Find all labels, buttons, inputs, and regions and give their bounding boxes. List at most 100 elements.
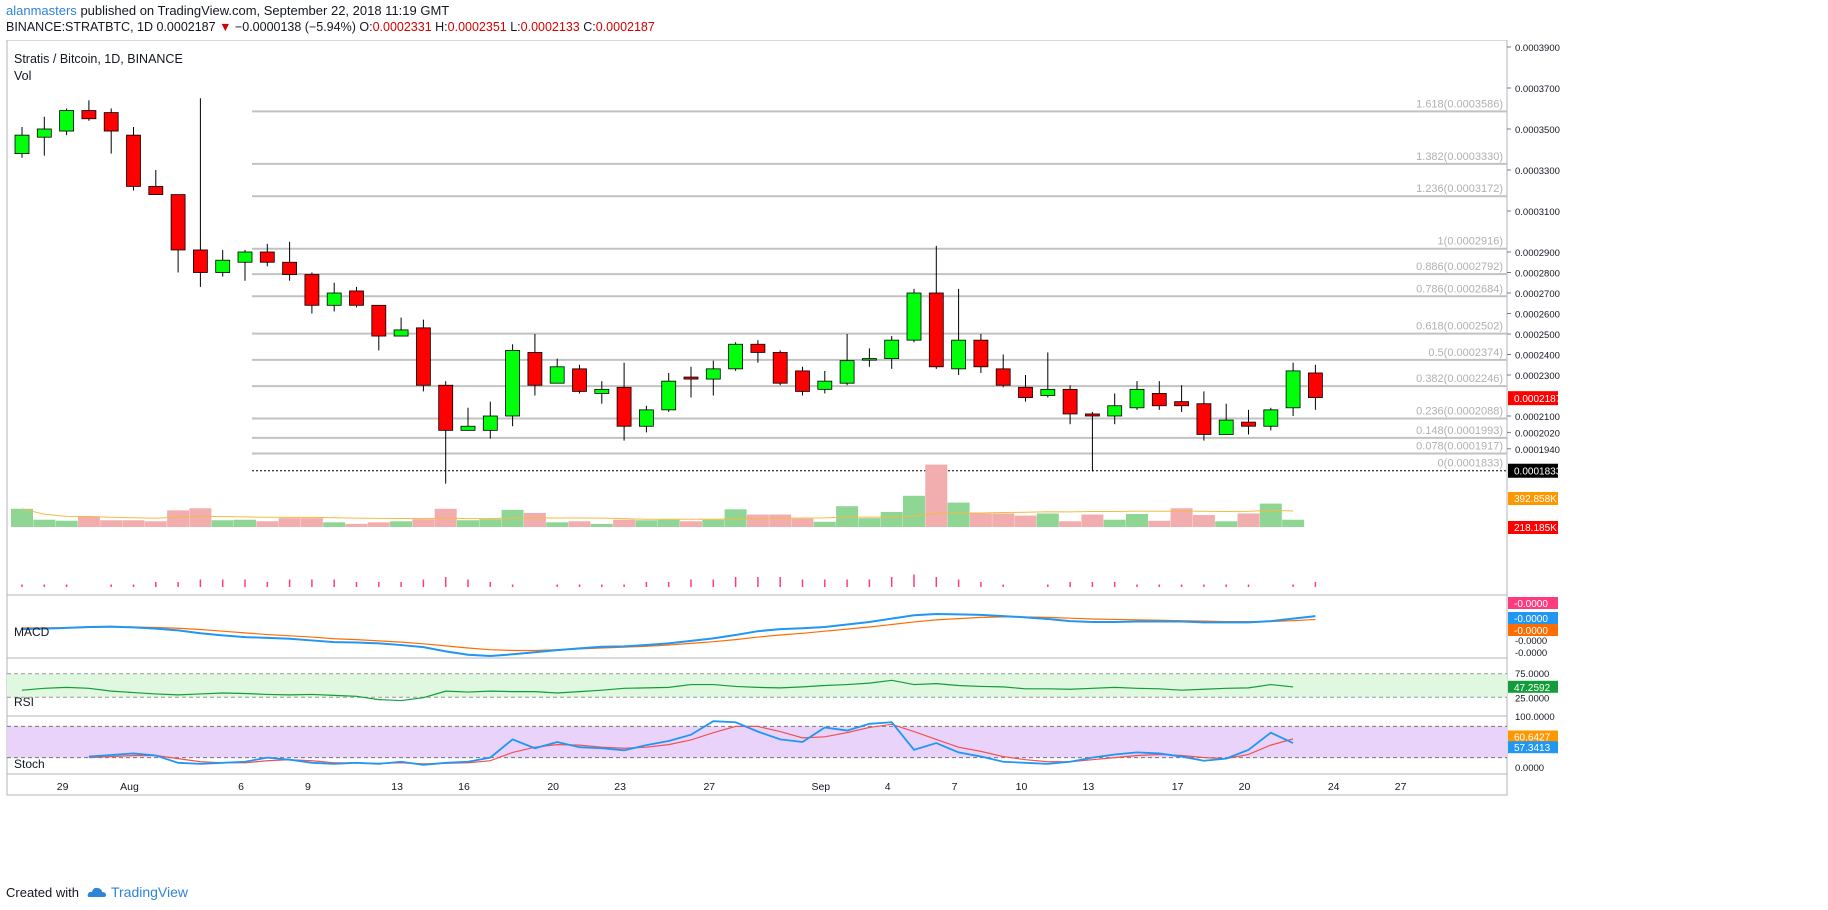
volume-bar: [144, 521, 167, 527]
x-tick-label: 4: [885, 781, 891, 793]
volume-bar: [33, 519, 56, 527]
volume-bar: [523, 512, 546, 527]
candle-body: [326, 292, 342, 306]
candle-body: [81, 110, 97, 120]
candle-body: [1196, 403, 1212, 435]
volume-bar: [992, 513, 1015, 527]
fib-zero-tag-label: 0.0001833: [1514, 467, 1562, 478]
cloud-icon: [87, 887, 106, 897]
volume-ma-line: [21, 508, 1294, 520]
volume-bar: [1103, 519, 1126, 527]
candle-body: [1241, 421, 1256, 427]
rsi-tag-label: 47.2592: [1514, 683, 1551, 694]
fib-label: 0.886(0.0002792): [1416, 261, 1503, 273]
volume-bar: [167, 510, 190, 527]
x-tick-label: 24: [1328, 781, 1340, 793]
tradingview-logo[interactable]: TradingView: [87, 884, 188, 900]
candle-body: [616, 386, 632, 427]
volume-bar: [323, 522, 346, 527]
x-tick-label: 9: [305, 781, 311, 793]
candle-body: [371, 304, 387, 337]
macd-line: [21, 612, 1316, 657]
rsi-label: RSI: [14, 695, 34, 709]
stoch-axis-label: 100.0000: [1515, 712, 1555, 723]
volume-bar: [635, 520, 658, 527]
volume-bar: [657, 519, 680, 527]
candle-body: [215, 259, 231, 273]
chart-svg[interactable]: 1.618(0.0003586) 1.382(0.0003330) 1.236(0.…: [0, 40, 1828, 900]
candle-body: [259, 251, 275, 263]
candle-body: [1218, 419, 1234, 435]
last-price: 0.0002187: [156, 20, 216, 34]
candle-body: [505, 349, 521, 417]
candle-body: [795, 370, 810, 392]
macd-label: MACD: [14, 625, 50, 639]
stoch-label: Stoch: [14, 757, 45, 771]
volume-bar: [1059, 521, 1082, 527]
candle-body: [460, 425, 476, 431]
stoch-d-tag-label: 60.6427: [1514, 732, 1551, 743]
candle-body: [1107, 405, 1123, 417]
fib-label: 1.382(0.0003330): [1416, 151, 1503, 163]
rsi-line: [21, 679, 1294, 702]
macd-axis-label: -0.0000: [1515, 648, 1547, 659]
stoch-k-tag: [1508, 741, 1558, 754]
created-with-text: Created with: [6, 884, 79, 900]
x-tick-label: Sep: [811, 781, 830, 793]
volume-bar: [680, 521, 702, 527]
vol-tag: [1508, 521, 1558, 534]
y-tick-label: 0.0003300: [1515, 166, 1560, 177]
x-tick-label: 13: [391, 781, 403, 793]
volume-bar: [278, 518, 301, 527]
volume-bar: [903, 495, 925, 527]
volume-bar: [947, 502, 970, 527]
rsi-tag: [1508, 680, 1558, 693]
volume-bar: [457, 520, 479, 527]
volume-bar: [1148, 520, 1171, 527]
volume-bar: [1192, 515, 1215, 527]
volume-bar: [1259, 503, 1282, 527]
macd-axis-label: -0.0000: [1515, 636, 1547, 647]
y-tick-label: 0.0002300: [1515, 371, 1560, 382]
x-tick-label: 23: [614, 781, 626, 793]
candle-body: [393, 329, 409, 337]
candle-body: [572, 368, 587, 392]
volume-bar: [769, 514, 792, 527]
fib-label: 0.078(0.0001917): [1416, 441, 1503, 453]
volume-bar: [122, 520, 145, 527]
y-tick-label: 0.0001940: [1515, 445, 1560, 456]
volume-bar: [234, 519, 256, 527]
macd-pane: [6, 594, 1508, 659]
fib-label: 1(0.0002916): [1438, 236, 1503, 248]
candle-body: [103, 112, 119, 132]
macd-tag-label: -0.0000: [1514, 614, 1548, 625]
author-link[interactable]: alanmasters: [6, 3, 77, 18]
stoch-axis-label: 0.0000: [1515, 763, 1544, 774]
open-value: 0.0002331: [372, 20, 432, 34]
low-label: L:: [510, 20, 521, 34]
volume-bar: [1014, 515, 1037, 527]
candle-body: [705, 368, 721, 380]
symbol-label: BINANCE:STRATBTC, 1D: [6, 20, 154, 34]
fib-label: 0.236(0.0002088): [1416, 405, 1503, 417]
x-tick-label: 10: [1016, 781, 1028, 793]
candle-body: [170, 194, 186, 251]
volume-bar: [613, 519, 636, 527]
x-tick-label: 29: [57, 781, 69, 793]
volume-bar: [1036, 513, 1059, 527]
open-label: O:: [359, 20, 373, 34]
y-tick-label: 0.0002600: [1515, 310, 1560, 321]
candle-body: [862, 358, 877, 361]
candle-body: [594, 388, 610, 394]
x-tick-label: 27: [1395, 781, 1407, 793]
y-tick-label: 0.0003700: [1515, 84, 1560, 95]
fib-label: 0(0.0001833): [1438, 458, 1503, 470]
volume-bar: [100, 520, 123, 527]
volume-bar: [546, 522, 569, 527]
close-label: C:: [583, 20, 596, 34]
volume-bar: [925, 464, 948, 527]
candle-body: [728, 343, 743, 370]
candle-body: [237, 251, 253, 263]
volume-bar: [345, 523, 368, 527]
